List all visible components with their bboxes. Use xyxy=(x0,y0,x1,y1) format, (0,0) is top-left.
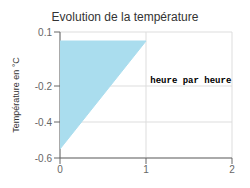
svg-text:0.1: 0.1 xyxy=(38,27,52,38)
svg-text:2: 2 xyxy=(229,164,235,175)
html-text:Evolution de la température: Evolution de la température xyxy=(51,10,199,24)
svg-text:-0.4: -0.4 xyxy=(35,117,53,128)
svg-text:Température en °C: Température en °C xyxy=(11,57,21,133)
svg-text:-0.6: -0.6 xyxy=(35,153,53,164)
svg-text:0: 0 xyxy=(57,164,63,175)
svg-text:-0.2: -0.2 xyxy=(35,81,53,92)
svg-text:1: 1 xyxy=(143,164,149,175)
svg-text:heure par heure: heure par heure xyxy=(150,76,231,86)
